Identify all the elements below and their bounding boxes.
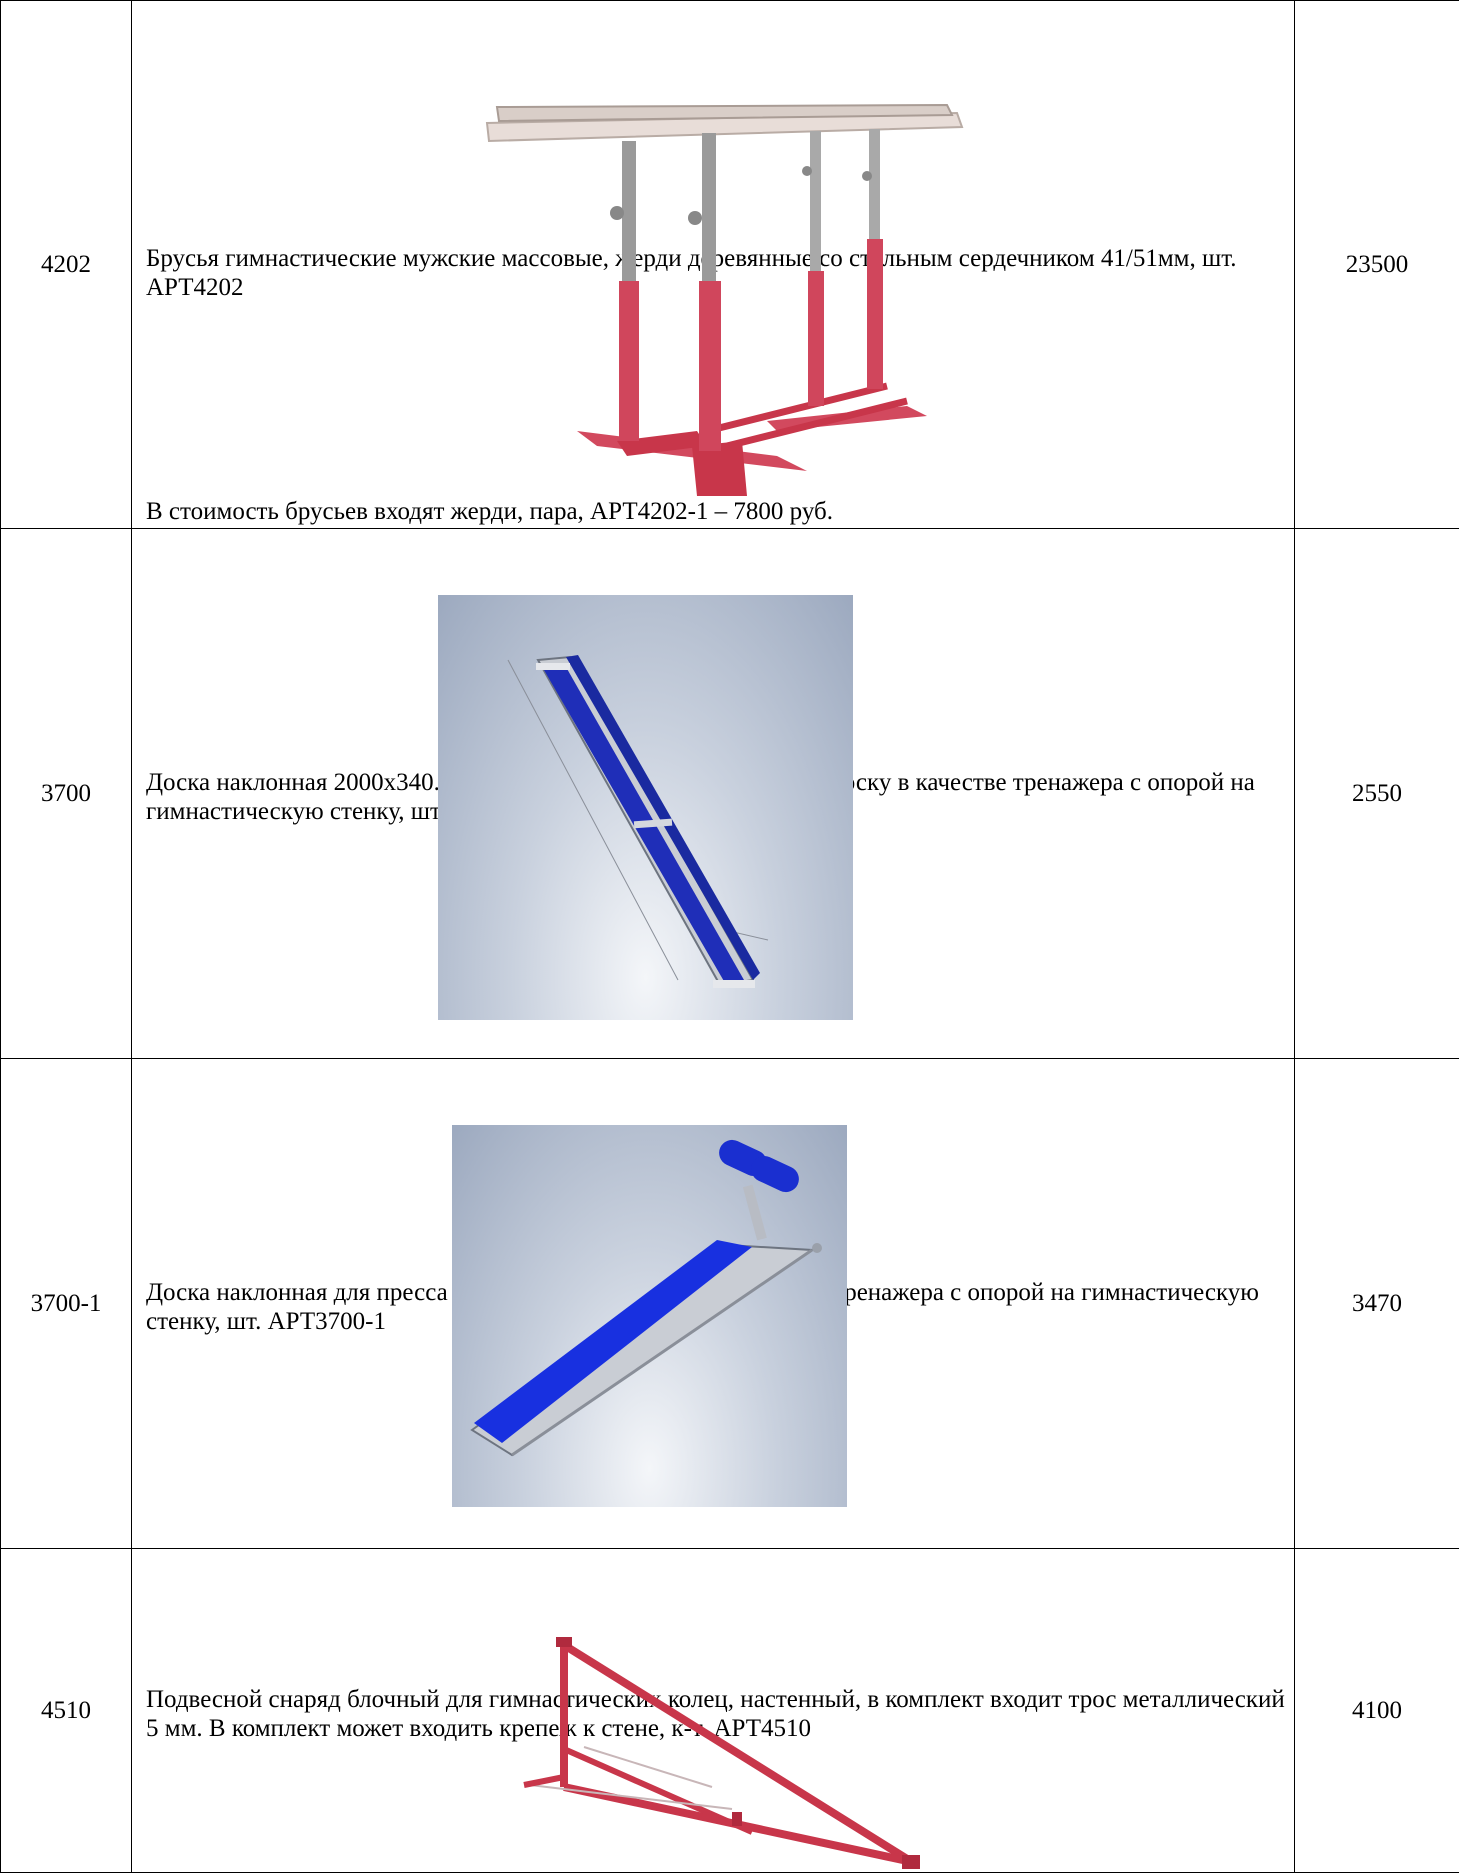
table-row: 4202 Брусья гимнастические мужские массо… <box>1 1 1459 529</box>
ab-board-image <box>452 1125 847 1507</box>
item-code: 4202 <box>1 1 132 529</box>
wall-ring-mount-image <box>452 1637 922 1873</box>
item-price: 2550 <box>1295 529 1459 1059</box>
table-row: 3700 Доска наклонная 2000х340. Два крюка… <box>1 529 1459 1059</box>
item-code: 4510 <box>1 1549 132 1873</box>
item-price: 23500 <box>1295 1 1459 529</box>
item-note: В стоимость брусьев входят жерди, пара, … <box>146 497 833 526</box>
table-row: 3700-1 Доска наклонная для пресса 2000х3… <box>1 1059 1459 1549</box>
item-description-cell: Доска наклонная для пресса 2000х340. Исп… <box>132 1059 1295 1549</box>
item-code: 3700 <box>1 529 132 1059</box>
item-description-cell: Доска наклонная 2000х340. Два крюка позв… <box>132 529 1295 1059</box>
parallel-bars-image <box>477 101 1077 496</box>
item-description-cell: Брусья гимнастические мужские массовые, … <box>132 1 1295 529</box>
item-description-cell: Подвесной снаряд блочный для гимнастичес… <box>132 1549 1295 1873</box>
item-price: 4100 <box>1295 1549 1459 1873</box>
incline-board-image <box>438 595 853 1020</box>
table-row: 4510 Подвесной снаряд блочный для гимнас… <box>1 1549 1459 1873</box>
item-code: 3700-1 <box>1 1059 132 1549</box>
item-price: 3470 <box>1295 1059 1459 1549</box>
